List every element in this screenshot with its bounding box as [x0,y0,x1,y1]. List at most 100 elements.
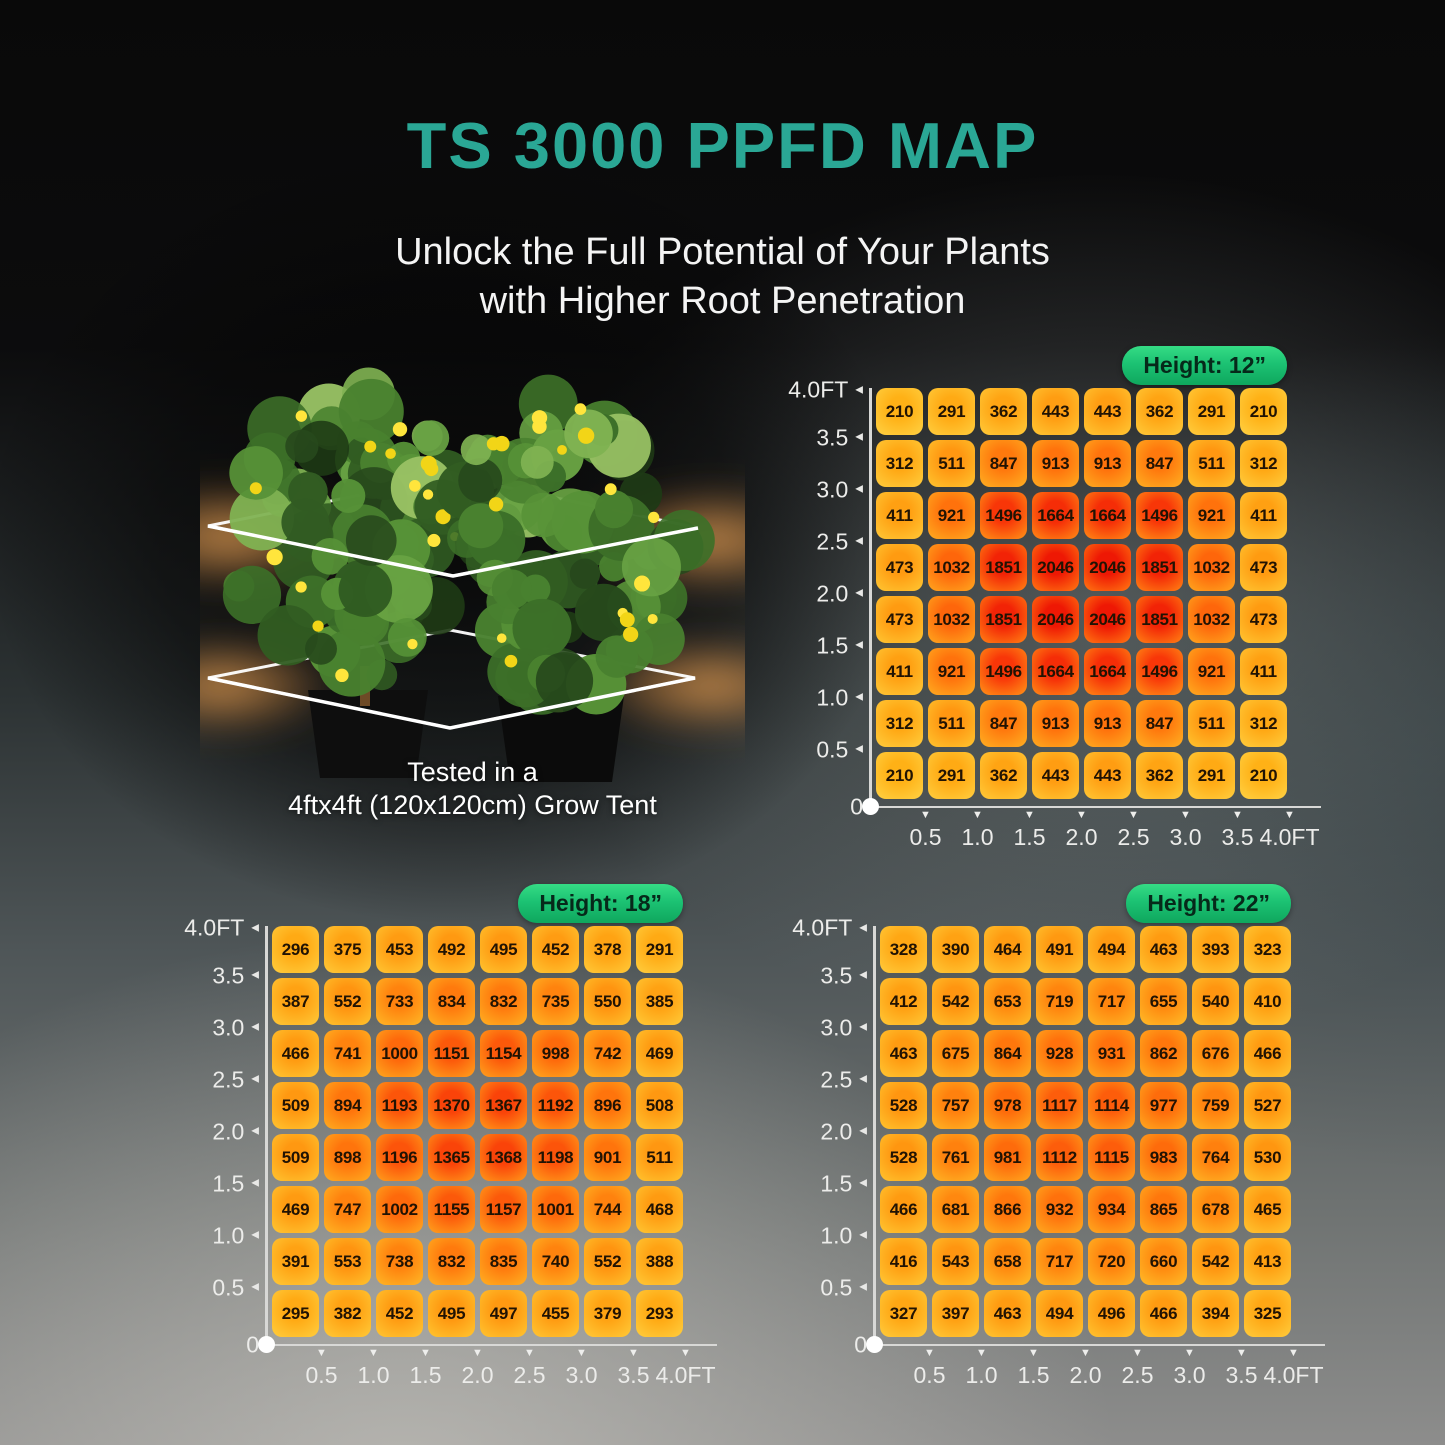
ppfd-cell: 932 [1036,1186,1083,1233]
y-tick-label: 2.5 [816,528,849,554]
y-tick-label: 1.5 [816,632,849,658]
x-tick-label: 1.0 [961,824,994,850]
y-axis-line [873,926,876,1345]
ppfd-cell: 740 [532,1238,579,1285]
origin-dot [258,1336,275,1353]
ppfd-cell: 681 [932,1186,979,1233]
ppfd-cell: 1851 [1136,544,1183,591]
y-tick-label: 3.5 [212,962,245,988]
ppfd-cell: 1496 [1136,492,1183,539]
ppfd-cell: 1157 [480,1186,527,1233]
ppfd-cell: 676 [1192,1030,1239,1077]
ppfd-cell: 653 [984,978,1031,1025]
tick-arrow-left-icon: ◀ [859,1177,867,1189]
ppfd-cell: 898 [324,1134,371,1181]
y-tick-label: 4.0FT [788,376,849,403]
ppfd-cell: 463 [880,1030,927,1077]
ppfd-cell: 312 [1240,440,1287,487]
x-tick-label: 4.0FT [655,1362,716,1388]
ppfd-cell: 210 [1240,752,1287,799]
ppfd-cell: 293 [636,1290,683,1337]
x-axis-tick: ▼ 4.0FT [1263,1348,1323,1389]
ppfd-cell: 511 [1188,700,1235,747]
x-axis-tick: ▼ 3.0 [1170,810,1202,851]
ppfd-cell: 913 [1084,700,1131,747]
ppfd-cell: 388 [636,1238,683,1285]
origin-dot [866,1336,883,1353]
ppfd-grid-18: 296 375 453 492 495 452 378 291 387 552 733 834 832 7… [272,926,683,1337]
x-axis-tick: ▼ 1.0 [966,1348,998,1389]
ppfd-cell: 473 [1240,544,1287,591]
x-axis-tick: ▼ 3.0 [566,1348,598,1389]
tick-arrow-down-icon: ▼ [1028,1347,1039,1359]
ppfd-cell: 527 [1244,1082,1291,1129]
x-axis-tick: ▼ 4.0FT [1259,810,1319,851]
tick-arrow-down-icon: ▼ [1184,1347,1195,1359]
ppfd-cell: 761 [932,1134,979,1181]
plant-caption-line1: Tested in a [407,757,538,787]
ppfd-cell: 835 [480,1238,527,1285]
ppfd-cell: 291 [1188,388,1235,435]
y-axis-tick: 4.0FT ◀ [184,915,259,942]
ppfd-cell: 913 [1032,440,1079,487]
ppfd-cell: 466 [272,1030,319,1077]
tick-arrow-left-icon: ◀ [251,1073,259,1085]
x-tick-label: 1.0 [357,1362,390,1388]
x-tick-label: 2.0 [461,1362,494,1388]
ppfd-cell: 411 [1240,648,1287,695]
ppfd-cell: 847 [1136,700,1183,747]
ppfd-cell: 379 [584,1290,631,1337]
y-axis-tick: 0 [197,1332,277,1359]
y-axis-tick: 1.0 ◀ [801,684,863,711]
y-tick-label: 3.5 [816,424,849,450]
tick-arrow-left-icon: ◀ [859,1229,867,1241]
ppfd-cell: 658 [984,1238,1031,1285]
x-tick-label: 2.5 [513,1362,546,1388]
ppfd-cell: 210 [876,752,923,799]
tick-arrow-down-icon: ▼ [576,1347,587,1359]
ppfd-cell: 411 [1240,492,1287,539]
ppfd-cell: 362 [1136,752,1183,799]
y-tick-label: 0.5 [820,1274,853,1300]
tick-arrow-left-icon: ◀ [855,587,863,599]
ppfd-cell: 1196 [376,1134,423,1181]
ppfd-cell: 375 [324,926,371,973]
y-tick-label: 3.0 [820,1014,853,1040]
ppfd-cell: 291 [1188,752,1235,799]
ppfd-cell: 540 [1192,978,1239,1025]
y-tick-label: 2.0 [212,1118,245,1144]
ppfd-cell: 550 [584,978,631,1025]
ppfd-cell: 394 [1192,1290,1239,1337]
x-tick-label: 0.5 [909,824,942,850]
ppfd-cell: 469 [272,1186,319,1233]
ppfd-cell: 2046 [1032,544,1079,591]
ppfd-cell: 492 [428,926,475,973]
tick-arrow-left-icon: ◀ [251,1281,259,1293]
x-tick-label: 1.5 [1017,1362,1050,1388]
ppfd-cell: 1198 [532,1134,579,1181]
x-axis-tick: ▼ 0.5 [914,1348,946,1389]
y-tick-label: 3.0 [816,476,849,502]
x-axis-tick: ▼ 1.0 [358,1348,390,1389]
height-badge-12: Height: 12” [1122,346,1287,385]
ppfd-cell: 1032 [1188,544,1235,591]
x-axis-tick: ▼ 0.5 [910,810,942,851]
ppfd-cell: 1664 [1032,648,1079,695]
ppfd-cell: 733 [376,978,423,1025]
ppfd-cell: 509 [272,1082,319,1129]
ppfd-grid-12: 210 291 362 443 443 362 291 210 312 511 847 913 913 8… [876,388,1287,799]
y-tick-label: 0 [854,1331,867,1358]
y-axis-line [869,388,872,807]
ppfd-cell: 312 [876,700,923,747]
ppfd-cell: 1002 [376,1186,423,1233]
tick-arrow-down-icon: ▼ [420,1347,431,1359]
origin-dot [862,798,879,815]
tick-arrow-down-icon: ▼ [1180,809,1191,821]
ppfd-cell: 465 [1244,1186,1291,1233]
ppfd-cell: 921 [928,492,975,539]
ppfd-cell: 473 [876,596,923,643]
ppfd-cell: 530 [1244,1134,1291,1181]
ppfd-cell: 382 [324,1290,371,1337]
ppfd-cell: 291 [928,388,975,435]
ppfd-cell: 1664 [1032,492,1079,539]
